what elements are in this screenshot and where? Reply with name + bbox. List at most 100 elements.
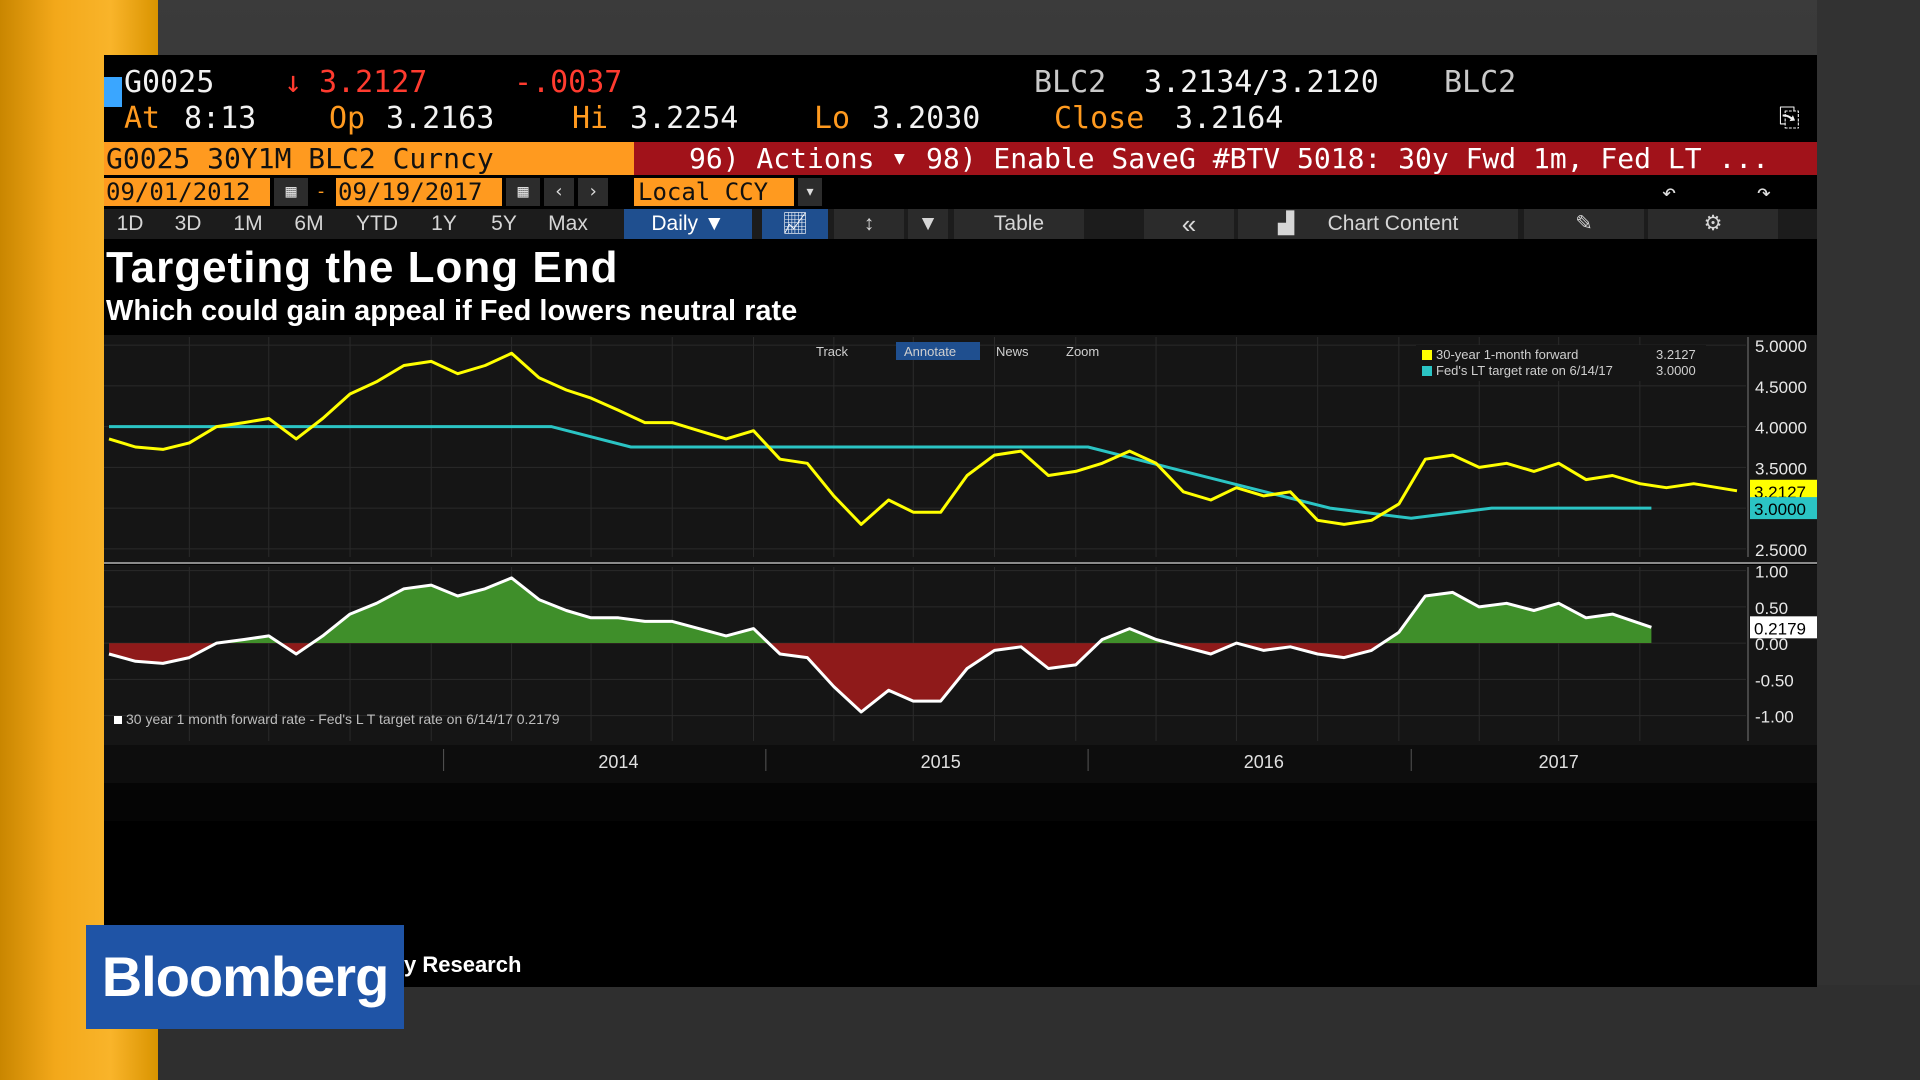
last-value-cyan-bg <box>1750 497 1817 520</box>
y-tick-label: 0.00 <box>1755 635 1788 654</box>
chevron-down-icon[interactable]: ▾ <box>798 178 822 206</box>
chart-tool-zoom: Zoom <box>1066 344 1099 359</box>
edit-icon[interactable]: ✎ <box>1524 209 1644 239</box>
table-button[interactable]: Table <box>954 209 1084 239</box>
source-band <box>104 783 1817 821</box>
at-label: At <box>124 101 161 136</box>
source-text: y Research <box>404 952 522 977</box>
low-value: 3.2030 <box>872 101 981 136</box>
chart-tool-track: Track <box>816 344 849 359</box>
enable-save-button[interactable]: 98) Enable Save <box>926 142 1179 175</box>
actions-menu[interactable]: 96) Actions <box>689 142 875 175</box>
y-tick-label: -0.50 <box>1755 671 1794 690</box>
gear-icon[interactable]: ⚙ <box>1648 209 1778 239</box>
chart-content-label: Chart Content <box>1327 212 1459 235</box>
chart-content-button[interactable]: ▟ Chart Content <box>1238 209 1518 239</box>
range-max[interactable]: Max <box>548 212 588 235</box>
start-date-field[interactable]: 09/01/2012 <box>104 178 270 206</box>
currency-select[interactable]: Local CCY <box>634 178 794 206</box>
ohlc-row: At 8:13 Op 3.2163 Hi 3.2254 Lo 3.2030 Cl… <box>104 101 1817 136</box>
range-5y[interactable]: 5Y <box>491 212 517 235</box>
range-3d[interactable]: 3D <box>174 212 202 235</box>
studio-panel-right <box>1817 0 1920 1080</box>
bloomberg-logo: Bloomberg <box>86 925 404 1029</box>
x-tick-label: 2015 <box>921 752 961 772</box>
last-value-yellow: 3.2127 <box>1754 483 1806 502</box>
chart-title-field[interactable]: G #BTV 5018: 30y Fwd 1m, Fed LT ... <box>1179 142 1770 175</box>
page-title: Targeting the Long End <box>106 243 619 292</box>
y-tick-label: 5.0000 <box>1755 337 1807 356</box>
bloomberg-terminal-window: G0025 ↓ 3.2127 -.0037 BLC2 3.2134/3.2120… <box>104 55 1817 987</box>
collapse-button[interactable]: « <box>1144 209 1234 239</box>
date-separator: - <box>310 178 332 206</box>
y-tick-label: 4.0000 <box>1755 419 1807 438</box>
line-chart-icon[interactable]: 📈︎ <box>762 209 828 239</box>
series-30y-1m-forward-line <box>108 351 1738 526</box>
legend-upper-bg <box>1416 345 1706 381</box>
chart-tool-annotate: Annotate <box>904 344 956 359</box>
end-date-field[interactable]: 09/19/2017 <box>336 178 502 206</box>
legend-value: 3.2127 <box>1656 347 1696 362</box>
y-tick-label: 0.50 <box>1755 599 1788 618</box>
legend-swatch <box>114 716 122 724</box>
range-ytd[interactable]: YTD <box>356 212 398 235</box>
ticker[interactable]: G0025 <box>124 65 215 100</box>
legend-label: Fed's LT target rate on 6/14/17 <box>1436 363 1613 378</box>
down-arrow-icon: ↓ <box>284 65 303 100</box>
tool-highlight <box>896 342 980 360</box>
legend-value: 3.0000 <box>1656 363 1696 378</box>
security-field[interactable]: G0025 30Y1M BLC2 Curncy <box>104 142 634 175</box>
chart-toolbar: 1D 3D 1M 6M YTD 1Y 5Y Max Daily ▼ 📈︎ ↕ ▼… <box>104 209 1817 239</box>
high-value: 3.2254 <box>630 101 739 136</box>
y-tick-label: 1.00 <box>1755 563 1788 582</box>
series-spread-line <box>108 576 1652 714</box>
chart-icon: ▟ <box>1278 212 1295 235</box>
last-value-spread-bg <box>1750 616 1817 639</box>
pricing-source: BLC2 <box>1034 65 1107 100</box>
bar-style-icon[interactable]: ↕ <box>834 209 904 239</box>
undo-icon[interactable]: ↶ <box>1629 178 1709 206</box>
chart-area[interactable]: 5.0000 4.5000 4.0000 3.5000 3.0000 2.5000 1.00… <box>104 55 1817 987</box>
y-tick-label: 2.5000 <box>1755 541 1807 560</box>
spread-negative-area <box>109 643 1652 712</box>
redo-icon[interactable]: ↷ <box>1724 178 1804 206</box>
close-label: Close <box>1054 101 1145 136</box>
close-value: 3.2164 <box>1175 101 1284 136</box>
open-value: 3.2163 <box>386 101 495 136</box>
x-tick-label: 2017 <box>1539 752 1579 772</box>
range-1d[interactable]: 1D <box>116 212 144 235</box>
calendar-icon[interactable]: ▦ <box>274 178 308 206</box>
period-select[interactable]: Daily ▼ <box>624 209 752 239</box>
low-label: Lo <box>814 101 851 136</box>
chevron-down-icon[interactable]: ▼ <box>894 148 905 169</box>
price-change: -.0037 <box>514 65 623 100</box>
x-tick-label: 2014 <box>598 752 638 772</box>
quote-row: G0025 ↓ 3.2127 -.0037 BLC2 3.2134/3.2120… <box>104 65 1817 107</box>
export-icon[interactable]: ⎘ <box>1779 103 1800 133</box>
legend-label: 30-year 1-month forward <box>1436 347 1578 362</box>
last-value-yellow-bg <box>1750 479 1817 502</box>
series-fed-lt-target-line <box>109 425 1652 520</box>
ticker-marker <box>104 77 122 107</box>
next-arrow-icon[interactable]: › <box>578 178 608 206</box>
prev-arrow-icon[interactable]: ‹ <box>544 178 574 206</box>
date-range-row: 09/01/2012 ▦ - 09/19/2017 ▦ ‹ › Local CC… <box>104 178 1817 206</box>
chevron-down-icon[interactable]: ▼ <box>908 209 948 239</box>
action-bar: 96) Actions ▼ 98) Enable Save G #BTV 501… <box>634 142 1817 175</box>
page-subtitle: Which could gain appeal if Fed lowers ne… <box>106 295 798 327</box>
calendar-icon[interactable]: ▦ <box>506 178 540 206</box>
legend-swatch <box>1422 350 1432 360</box>
y-tick-label: 3.5000 <box>1755 459 1807 478</box>
open-label: Op <box>329 101 366 136</box>
range-1y[interactable]: 1Y <box>431 212 457 235</box>
legend-lower-label: 30 year 1 month forward rate - Fed's L T… <box>126 711 560 727</box>
x-axis-band <box>104 745 1817 783</box>
spread-positive-area <box>109 577 1652 644</box>
x-tick-label: 2016 <box>1244 752 1284 772</box>
high-label: Hi <box>572 101 609 136</box>
range-6m[interactable]: 6M <box>294 212 324 235</box>
y-tick-label: 4.5000 <box>1755 378 1807 397</box>
at-value: 8:13 <box>184 101 257 136</box>
last-price: 3.2127 <box>319 65 428 100</box>
range-1m[interactable]: 1M <box>233 212 263 235</box>
